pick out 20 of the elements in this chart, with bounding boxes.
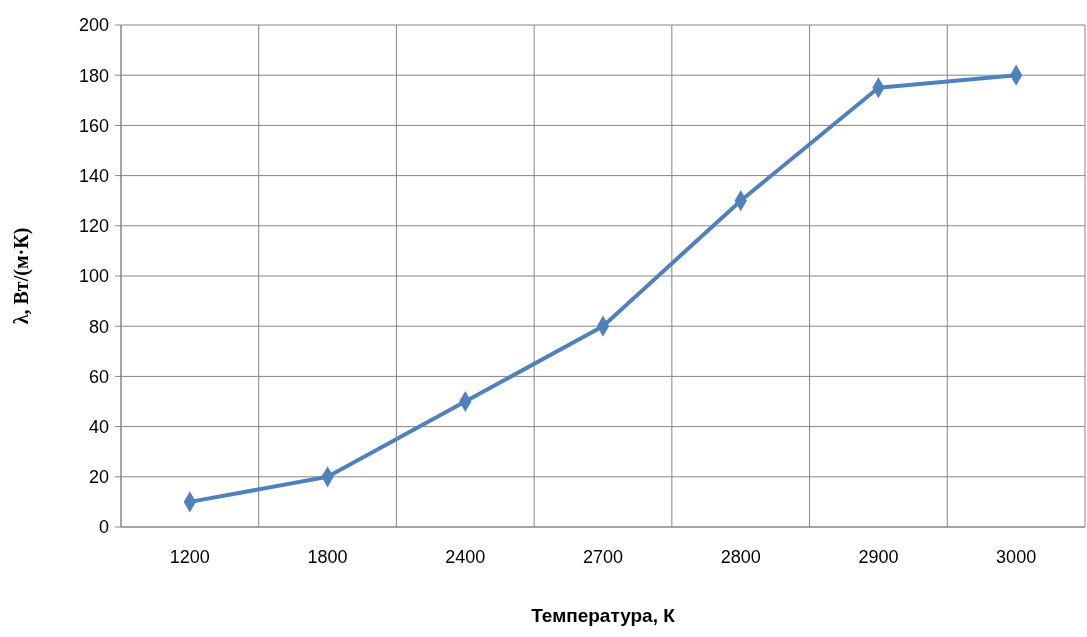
y-tick-label: 40	[88, 416, 109, 437]
x-tick-label: 3000	[996, 547, 1037, 568]
y-axis-title: λ, Вт/(м·К)	[10, 227, 33, 325]
x-tick-label: 1200	[169, 547, 210, 568]
y-tick-label: 160	[78, 115, 109, 136]
y-tick-label: 120	[78, 216, 109, 237]
y-tick-label: 80	[88, 316, 109, 337]
y-tick-label: 60	[88, 366, 109, 387]
x-tick-label: 2900	[858, 547, 899, 568]
y-tick-label: 100	[78, 266, 109, 287]
y-tick-label: 180	[78, 65, 109, 86]
y-tick-label: 200	[78, 15, 109, 36]
y-tick-label: 20	[88, 467, 109, 488]
x-axis-title: Температура, К	[531, 605, 676, 626]
x-tick-label: 2700	[582, 547, 624, 568]
x-tick-label: 2400	[445, 547, 486, 568]
y-tick-label: 140	[78, 165, 109, 186]
x-tick-label: 2800	[720, 547, 761, 568]
y-tick-label: 0	[98, 517, 109, 538]
x-tick-label: 1800	[307, 547, 348, 568]
